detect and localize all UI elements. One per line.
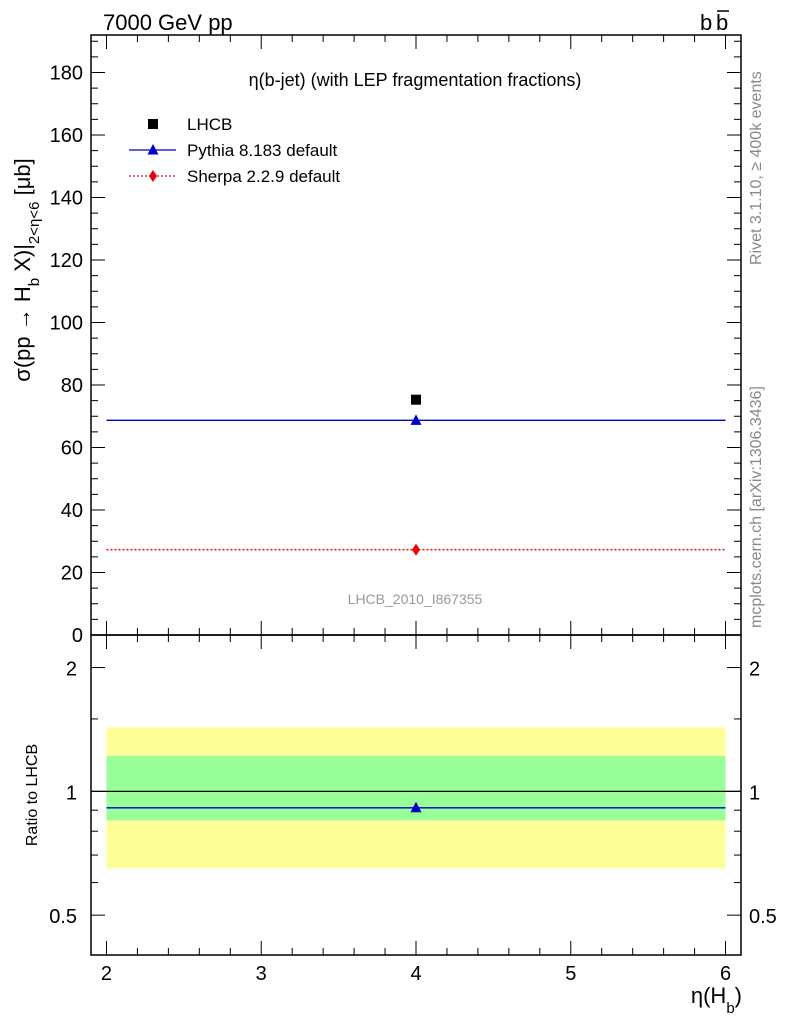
pythia-8-183-default-point (410, 414, 422, 425)
process-label-b: b (700, 10, 712, 35)
ratio-frame (90, 634, 742, 956)
rivet-label: Rivet 3.1.10, ≥ 400k events (748, 71, 765, 265)
y-tick-label: 40 (61, 500, 83, 522)
y-tick-label: 20 (61, 563, 83, 585)
y-tick-label: 60 (61, 438, 83, 460)
y-tick-label: 0 (72, 625, 83, 647)
ratio-y-tick-label-right: 1 (749, 782, 760, 804)
x-tick-label: 5 (565, 963, 576, 985)
y-tick-label: 120 (50, 250, 83, 272)
x-tick-label: 4 (410, 963, 421, 985)
ratio-data-marks (91, 790, 741, 813)
source-label: mcplots.cern.ch [arXiv:1306.3436] (748, 386, 765, 628)
x-tick-label: 2 (101, 963, 112, 985)
x-tick-label: 6 (720, 963, 731, 985)
legend-lhcb-label: LHCB (187, 115, 232, 134)
legend-sherpa-2-2-9-default-marker (149, 170, 157, 182)
legend-lhcb-marker (148, 119, 158, 129)
ratio-y-label: Ratio to LHCB (24, 744, 41, 846)
lhcb-point (411, 394, 421, 405)
main-data-marks (106, 394, 726, 556)
y-tick-label: 100 (50, 313, 83, 335)
svg-text:σ(pp → Hb X)|2<η<6 [μb]: σ(pp → Hb X)|2<η<6 [μb] (10, 158, 43, 381)
ratio-uncertainty-bands (106, 727, 726, 869)
ratio-y-tick-label-right: 2 (749, 659, 760, 681)
sherpa-2-2-9-default-point (412, 543, 420, 556)
legend-sherpa-2-2-9-default-label: Sherpa 2.2.9 default (187, 167, 340, 186)
main-y-label: σ(pp → Hb X)|2<η<6 [μb] (10, 158, 43, 381)
analysis-watermark: LHCB_2010_I867355 (348, 591, 483, 607)
plot-title: η(b-jet) (with LEP fragmentation fractio… (249, 70, 582, 90)
process-label: b b (700, 10, 729, 35)
x-axis-label: η(Hb) (691, 983, 742, 1017)
y-tick-label: 80 (61, 375, 83, 397)
x-tick-label: 3 (256, 963, 267, 985)
ratio-y-tick-label-right: 0.5 (749, 906, 777, 928)
y-tick-label: 180 (50, 63, 83, 85)
energy-label: 7000 GeV pp (103, 10, 233, 35)
y-tick-label: 140 (50, 188, 83, 210)
ratio-pythia-8-183-default-point (410, 801, 422, 813)
ratio-y-tick-label: 1 (66, 782, 77, 804)
ratio-y-tick-label: 2 (66, 659, 77, 681)
y-tick-label: 160 (50, 125, 83, 147)
main-y-axis: 0 20 40 60 80 100 120 140 160 180 (50, 35, 741, 647)
legend-pythia-8-183-default-label: Pythia 8.183 default (187, 141, 338, 160)
process-label-bbar: b (716, 10, 728, 35)
ratio-plot: 0.5 0.5 1 1 2 2 2 3 4 5 6 Ratio to LHCB η(Hb) (24, 634, 777, 1017)
ratio-y-tick-label: 0.5 (49, 906, 77, 928)
ratio-axes: 0.5 0.5 1 1 2 2 2 3 4 5 6 (49, 635, 777, 985)
main-plot: η(b-jet) (with LEP fragmentation fractio… (10, 34, 742, 647)
legend: LHCB Pythia 8.183 default Sherpa 2.2.9 def… (129, 115, 340, 186)
legend-pythia-8-183-default-marker (147, 144, 159, 155)
